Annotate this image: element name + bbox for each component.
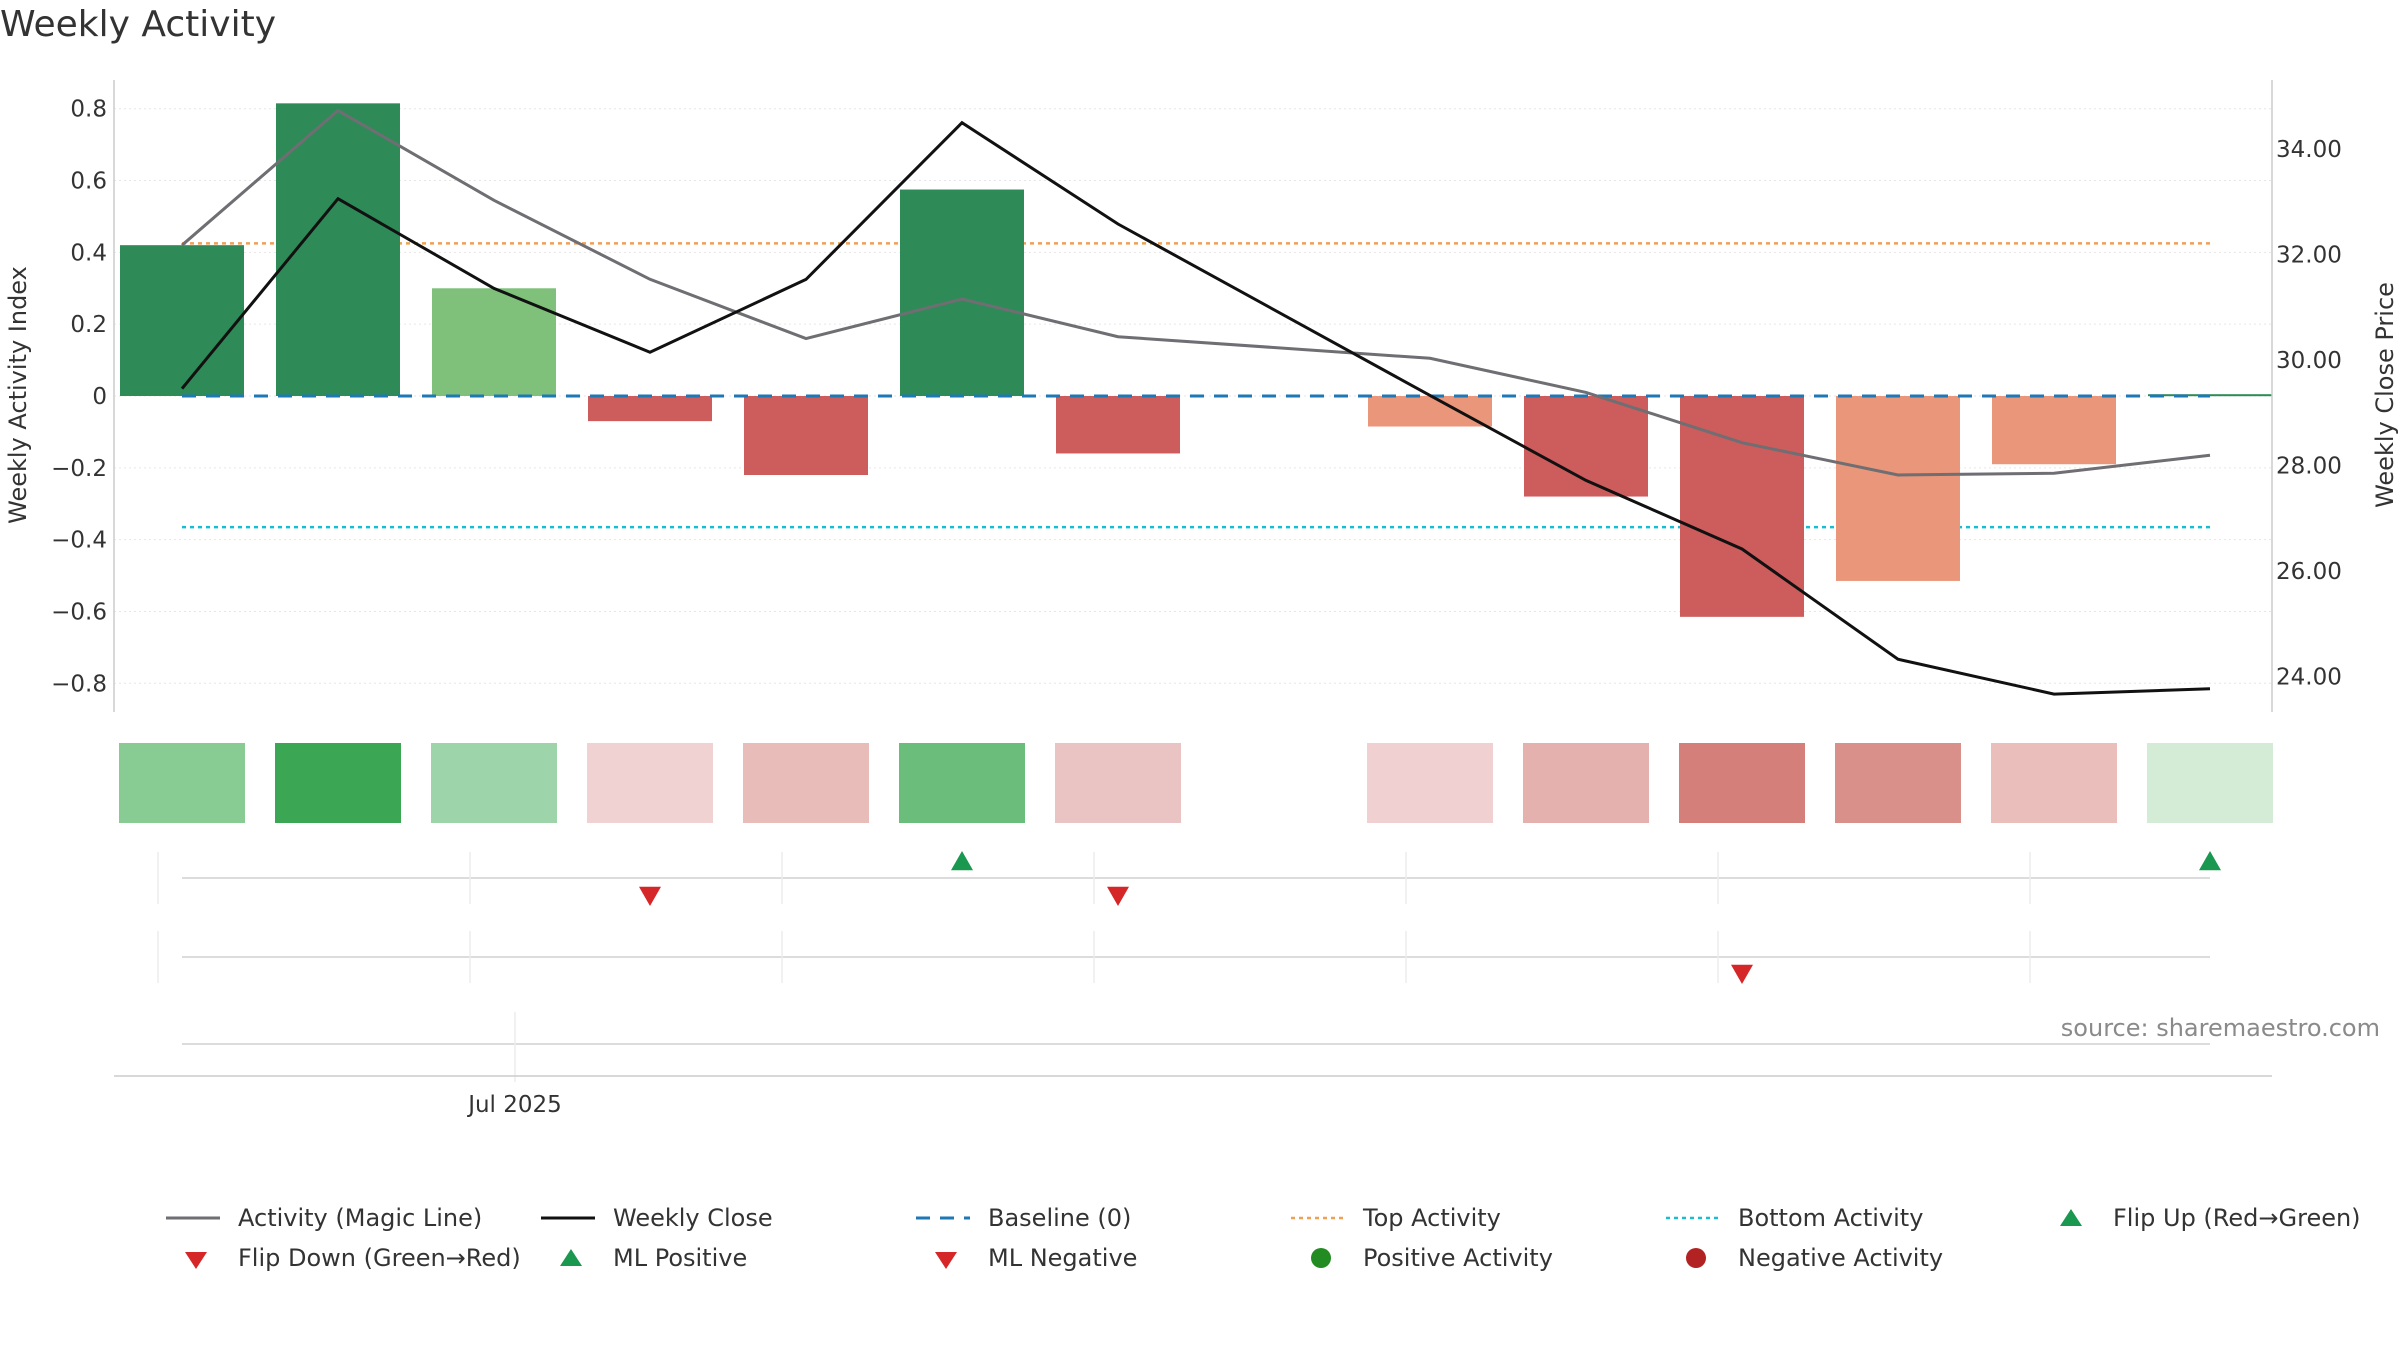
activity-bar: [1836, 396, 1960, 581]
legend-symbol-icon: [185, 1252, 207, 1269]
series-lines: [180, 108, 2211, 696]
heat-cell: [2147, 743, 2273, 823]
legend-symbol-icon: [935, 1252, 957, 1269]
magic-line: [181, 108, 2211, 477]
heat-cell: [1055, 743, 1181, 823]
legend-item: ML Positive: [535, 1244, 910, 1272]
y-tick-label: 0.6: [70, 169, 107, 195]
legend-symbol-icon: [1686, 1248, 1706, 1268]
legend-label: ML Negative: [988, 1244, 1138, 1272]
legend-label: Activity (Magic Line): [238, 1204, 483, 1232]
activity-bar: [1056, 396, 1180, 454]
legend-item: Weekly Close: [535, 1204, 910, 1232]
heat-cell: [1835, 743, 1961, 823]
heat-cell: [119, 743, 245, 823]
heat-cell: [1523, 743, 1649, 823]
legend-label: Flip Up (Red→Green): [2113, 1204, 2361, 1232]
ml-negative-marker: [1731, 964, 1753, 984]
source-note: source: sharemaestro.com: [2060, 1014, 2380, 1042]
y-tick-label: 0.2: [70, 312, 107, 338]
legend-symbol-icon: [2060, 1209, 2082, 1226]
legend-label: Baseline (0): [988, 1204, 1132, 1232]
legend-label: Negative Activity: [1738, 1244, 1944, 1272]
legend-item: Top Activity: [1285, 1204, 1660, 1232]
legend-label: Positive Activity: [1363, 1244, 1553, 1272]
y2-tick-label: 34.00: [2276, 137, 2342, 163]
y-tick-label: 0.8: [70, 97, 107, 123]
flip-down-marker: [639, 886, 661, 906]
y-tick-label: 0: [92, 384, 107, 410]
y-tick-label: −0.8: [51, 671, 107, 697]
y2-tick-label: 26.00: [2276, 559, 2342, 585]
heat-cell: [1991, 743, 2117, 823]
heat-cell: [1367, 743, 1493, 823]
legend-item: Baseline (0): [910, 1204, 1285, 1232]
x-tick-label: Jul 2025: [466, 1092, 562, 1118]
legend-item: Flip Up (Red→Green): [2035, 1204, 2400, 1232]
legend-symbol-icon: [916, 1216, 970, 1220]
legend-item: Negative Activity: [1660, 1244, 2035, 1272]
legend-symbol-icon: [1291, 1216, 1345, 1220]
activity-bar: [432, 288, 556, 396]
heat-cell: [743, 743, 869, 823]
heat-cell: [587, 743, 713, 823]
legend-item: Activity (Magic Line): [160, 1204, 535, 1232]
legend-label: Flip Down (Green→Red): [238, 1244, 521, 1272]
legend-symbol-icon: [166, 1216, 220, 1220]
legend-item: Bottom Activity: [1660, 1204, 2035, 1232]
heat-cell: [275, 743, 401, 823]
heat-strip: [119, 743, 2273, 823]
y-tick-label: 0.4: [70, 240, 107, 266]
flip-up-marker: [951, 851, 973, 871]
heat-cell: [1679, 743, 1805, 823]
activity-bar: [1992, 396, 2116, 465]
legend: Activity (Magic Line) Weekly Close Baselin…: [160, 1204, 2400, 1272]
legend-label: Bottom Activity: [1738, 1204, 1924, 1232]
legend-label: Top Activity: [1363, 1204, 1501, 1232]
y2-tick-label: 30.00: [2276, 348, 2342, 374]
y2-tick-label: 32.00: [2276, 243, 2342, 269]
legend-symbol-icon: [1311, 1248, 1331, 1268]
legend-item: Positive Activity: [1285, 1244, 1660, 1272]
y-tick-label: −0.6: [51, 599, 107, 625]
legend-item: ML Negative: [910, 1244, 1285, 1272]
heat-cell: [431, 743, 557, 823]
y2-tick-label: 24.00: [2276, 665, 2342, 691]
flip-up-marker: [2199, 851, 2221, 871]
heat-cell: [899, 743, 1025, 823]
y-tick-label: −0.2: [51, 456, 107, 482]
y2-tick-label: 28.00: [2276, 454, 2342, 480]
activity-bar: [1368, 396, 1492, 427]
y-tick-label: −0.4: [51, 528, 107, 554]
legend-label: ML Positive: [613, 1244, 748, 1272]
chart-title: Weekly Activity: [0, 4, 277, 45]
legend-symbol-icon: [541, 1216, 595, 1220]
y2-axis-label: Weekly Close Price: [2371, 282, 2399, 508]
activity-bar: [744, 396, 868, 475]
legend-label: Weekly Close: [613, 1204, 773, 1232]
activity-bar: [900, 189, 1024, 396]
legend-symbol-icon: [560, 1249, 582, 1266]
y-axis-label: Weekly Activity Index: [4, 266, 32, 524]
weekly-close-line: [180, 120, 2211, 696]
activity-bar: [120, 245, 244, 396]
activity-bar: [588, 396, 712, 422]
legend-item: Flip Down (Green→Red): [160, 1244, 535, 1272]
legend-symbol-icon: [1666, 1216, 1720, 1220]
flip-down-marker: [1107, 886, 1129, 906]
marker-rows: [114, 851, 2272, 1082]
axes: 0.8 0.6 0.4 0.2 0 −0.2 −0.4 −0.6 −0.8 34.00 32.00 3…: [51, 80, 2342, 712]
